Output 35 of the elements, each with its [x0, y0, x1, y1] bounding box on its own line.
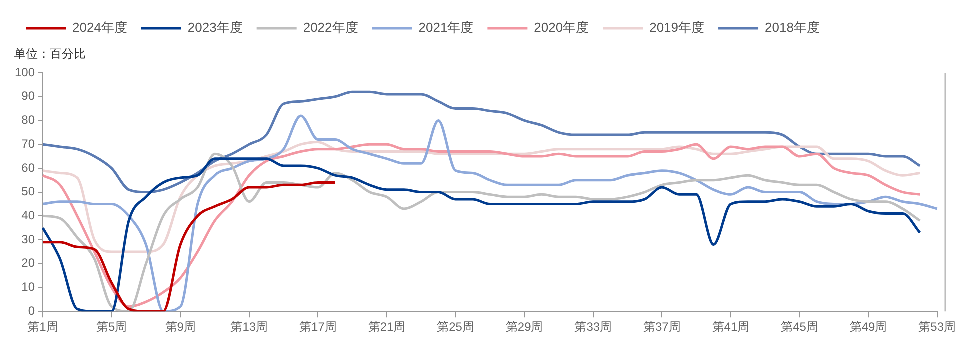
- legend-label: 2021年度: [418, 20, 474, 36]
- y-tick-label: 90: [22, 89, 36, 104]
- y-tick-label: 30: [22, 232, 36, 246]
- legend-label: 2020年度: [534, 20, 590, 36]
- line-series: [42, 182, 337, 312]
- y-tick-label: 40: [22, 208, 36, 222]
- legend-label: 2024年度: [72, 20, 128, 36]
- x-tick-label: 第45周: [781, 320, 818, 334]
- y-tick-label: 70: [22, 136, 36, 151]
- x-tick-label: 第17周: [300, 320, 337, 334]
- y-tick-label: 50: [22, 184, 36, 199]
- y-tick-label: 60: [22, 160, 36, 175]
- y-tick-label: 80: [22, 113, 36, 128]
- x-tick-label: 第5周: [96, 320, 128, 334]
- x-tick-label: 第1周: [28, 320, 58, 334]
- y-tick-label: 20: [22, 256, 36, 270]
- y-tick-label: 100: [14, 65, 36, 80]
- x-tick-label: 第25周: [437, 320, 474, 334]
- y-tick-label: 10: [22, 280, 36, 294]
- legend-label: 2019年度: [650, 20, 705, 36]
- line-series: [42, 90, 922, 194]
- x-tick-label: 第49周: [850, 320, 888, 334]
- x-tick-label: 第41周: [712, 320, 750, 334]
- legend-label: 2023年度: [188, 20, 243, 36]
- legend-label: 2018年度: [765, 20, 820, 36]
- x-tick-label: 第37周: [643, 320, 681, 334]
- x-tick-label: 第9周: [165, 320, 196, 334]
- x-tick-label: 第33周: [574, 320, 612, 334]
- y-tick-label: 0: [28, 304, 36, 318]
- x-tick-label: 第53周: [918, 320, 956, 334]
- x-tick-label: 第13周: [230, 320, 268, 334]
- text: 单位：百分比: [14, 46, 86, 63]
- x-tick-label: 第29周: [506, 320, 544, 334]
- legend-label: 2022年度: [303, 20, 358, 36]
- x-tick-label: 第21周: [368, 320, 406, 334]
